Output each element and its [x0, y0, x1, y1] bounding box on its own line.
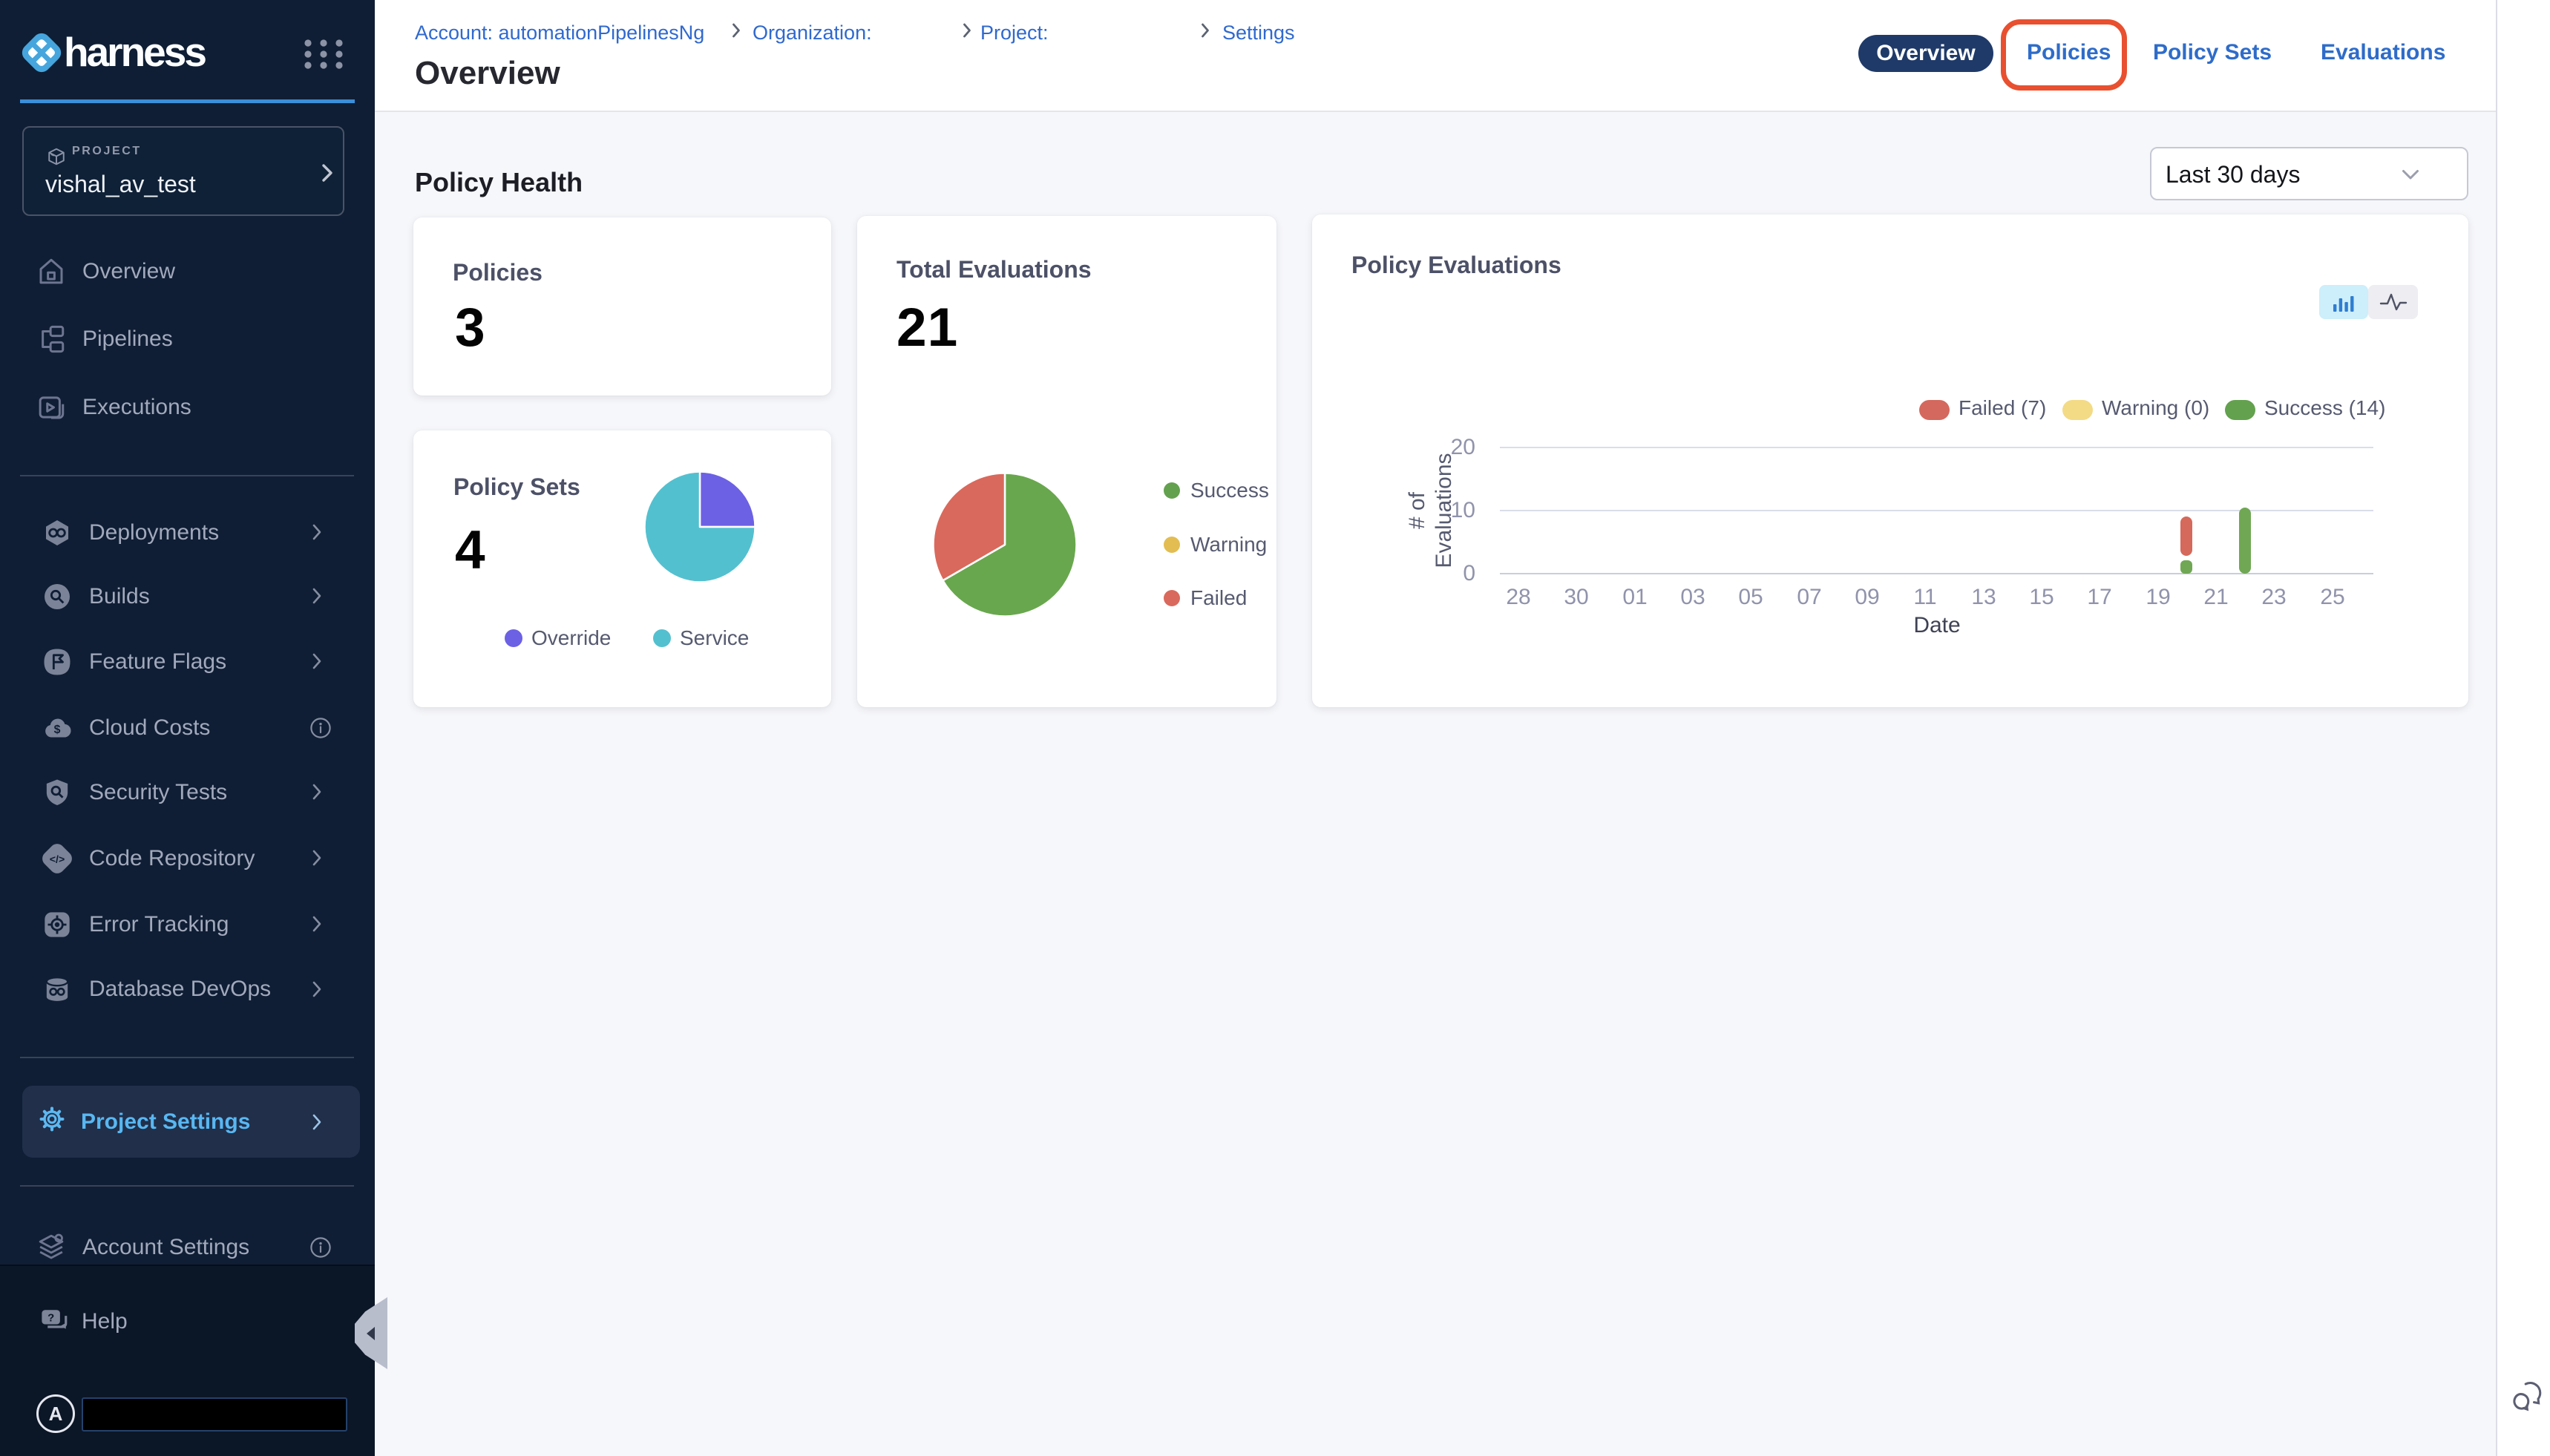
svg-text:$: $ — [54, 724, 61, 736]
svg-text:?: ? — [47, 1313, 54, 1325]
svg-text:</>: </> — [50, 854, 65, 866]
